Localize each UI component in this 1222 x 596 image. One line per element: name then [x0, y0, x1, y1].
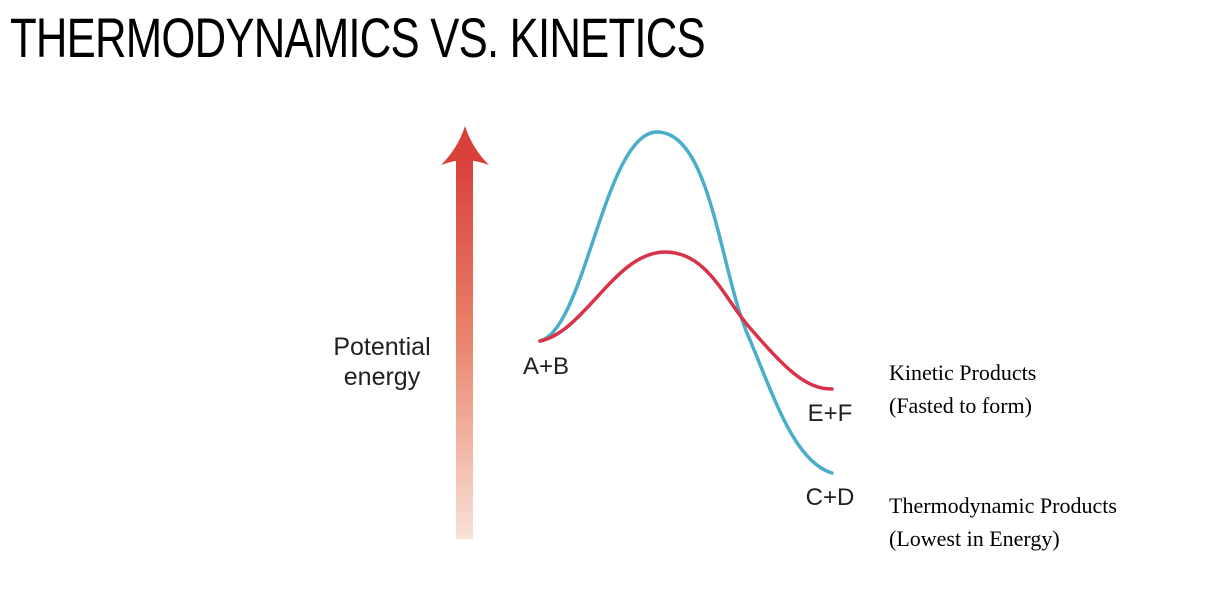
page-title: THERMODYNAMICS VS. KINETICS [10, 6, 706, 69]
axis-label-line1: Potential [333, 333, 430, 361]
thermodynamic-product-label: C+D [806, 484, 855, 511]
energy-arrow-icon [441, 126, 489, 539]
reactants-label: A+B [523, 353, 569, 380]
kinetic-caption-line1: Kinetic Products [889, 360, 1036, 385]
kinetic-product-label: E+F [808, 400, 853, 427]
axis-label-line2: energy [344, 363, 421, 391]
thermodynamic-caption-line2: (Lowest in Energy) [889, 526, 1060, 551]
kinetic-caption-line2: (Fasted to form) [889, 393, 1032, 418]
thermodynamic-caption-line1: Thermodynamic Products [889, 493, 1117, 518]
kinetic-curve [538, 250, 834, 391]
thermodynamic-curve [538, 130, 834, 475]
